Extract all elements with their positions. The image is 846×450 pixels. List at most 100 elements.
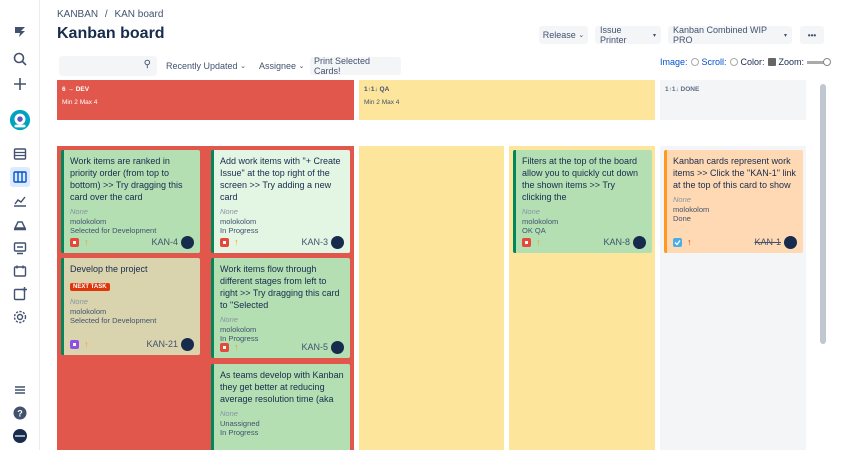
issue-card-kan-21[interactable]: Develop the project NEXT TASK None moloko… [61, 258, 200, 355]
card-summary: Kanban cards represent work items >> Cli… [673, 156, 796, 190]
card-status: In Progress [220, 334, 259, 343]
kanban-wip-button[interactable]: Kanban Combined WIP PRO ▾ [668, 25, 792, 45]
add-item-icon[interactable] [10, 284, 30, 304]
column-limits: Min 2 Max 4 [62, 99, 98, 106]
recently-updated-label: Recently Updated [166, 61, 238, 71]
color-label: Color: [740, 57, 765, 67]
issue-key[interactable]: KAN-1 [754, 237, 781, 247]
avatar-icon[interactable] [8, 108, 32, 132]
card-summary: Work items flow through different stages… [220, 264, 340, 310]
priority-arrow-icon: ↑ [687, 237, 692, 247]
card-status: OK QA [522, 226, 546, 235]
backlog-icon[interactable] [10, 144, 30, 164]
breadcrumb-separator: / [104, 9, 108, 20]
issue-card-unassigned[interactable]: As teams develop with Kanban they get be… [211, 364, 350, 450]
column-qa-in-progress [359, 146, 504, 450]
column-header-qa: 1↑1↓ QA Min 2 Max 4 [359, 80, 655, 120]
card-status: Done [673, 214, 691, 223]
priority-arrow-icon: ↑ [84, 237, 89, 247]
issue-key[interactable]: KAN-5 [301, 342, 328, 352]
issue-card-kan-4[interactable]: Work items are ranked in priority order … [61, 150, 200, 253]
search-input[interactable]: ⚲ [59, 56, 157, 76]
breadcrumb-project[interactable]: KANBAN [57, 9, 99, 20]
column-name: 6 → DEV [62, 86, 90, 93]
kanban-wip-label: Kanban Combined WIP PRO [673, 25, 767, 45]
help-icon[interactable]: ? [10, 403, 30, 423]
page-title: Kanban board [57, 25, 165, 42]
search-icon[interactable] [10, 49, 30, 69]
print-selected-cards-button[interactable]: Print Selected Cards! [310, 56, 401, 76]
scroll-toggle[interactable] [729, 58, 738, 66]
recently-updated-filter[interactable]: Recently Updated ⌄ [162, 57, 250, 75]
priority-arrow-icon: ↑ [84, 339, 89, 349]
bug-icon [522, 237, 531, 247]
card-status: Selected for Development [70, 226, 157, 235]
chevron-down-icon: ⌄ [298, 63, 305, 70]
card-none: None [220, 207, 238, 216]
card-user: molokolom [220, 216, 257, 226]
card-none: None [70, 297, 88, 306]
column-header-done: 1↑1↓ DONE [660, 80, 806, 120]
issue-card-kan-3[interactable]: Add work items with "+ Create Issue" at … [211, 150, 350, 253]
calendar-icon[interactable] [10, 261, 30, 281]
card-user: molokolom [522, 216, 559, 226]
task-check-icon [673, 237, 682, 247]
card-none: None [522, 207, 540, 216]
issue-card-kan-8[interactable]: Filters at the top of the board allow yo… [513, 150, 652, 253]
card-user: molokolom [70, 306, 107, 316]
column-name: 1↑1↓ QA [364, 86, 390, 93]
settings-icon[interactable] [10, 307, 30, 327]
issue-key[interactable]: KAN-8 [603, 237, 630, 247]
caret-down-icon: ▾ [783, 32, 787, 39]
release-label: Release [542, 30, 576, 40]
scroll-label: Scroll: [701, 57, 727, 67]
sidebar: ? [0, 0, 40, 450]
breadcrumb-board[interactable]: KAN board [114, 9, 164, 20]
reports-icon[interactable] [10, 191, 30, 211]
more-actions-button[interactable]: ••• [800, 26, 824, 44]
issue-printer-label: Issue Printer [600, 25, 627, 45]
jira-logo-icon[interactable] [10, 22, 30, 42]
issue-key[interactable]: KAN-3 [301, 237, 328, 247]
priority-arrow-icon: ↑ [234, 237, 239, 247]
image-label: Image: [660, 57, 688, 67]
components-icon[interactable] [10, 238, 30, 258]
breadcrumb: KANBAN / KAN board [57, 9, 167, 20]
assignee-filter[interactable]: Assignee ⌄ [255, 57, 308, 75]
card-status: Selected for Development [70, 316, 157, 325]
plus-icon[interactable] [10, 74, 30, 94]
card-none: None [673, 195, 691, 204]
assignee-label: Assignee [259, 61, 297, 71]
card-user: molokolom [70, 216, 107, 226]
issue-card-kan-5[interactable]: Work items flow through different stages… [211, 258, 350, 358]
card-none: None [220, 315, 238, 324]
assignee-avatar[interactable] [633, 235, 646, 249]
issue-key[interactable]: KAN-21 [146, 339, 178, 349]
zoom-label: Zoom: [778, 57, 805, 67]
image-toggle[interactable] [690, 58, 699, 66]
issue-printer-button[interactable]: Issue Printer ▾ [595, 25, 661, 45]
assignee-avatar[interactable] [784, 235, 797, 249]
vertical-scrollbar[interactable] [820, 84, 826, 344]
zoom-slider-handle[interactable] [823, 57, 832, 66]
card-user: molokolom [220, 324, 257, 334]
priority-arrow-icon: ↑ [234, 342, 239, 352]
assignee-avatar[interactable] [181, 235, 194, 249]
menu-icon[interactable] [10, 380, 30, 400]
board-icon[interactable] [10, 167, 30, 187]
issue-key[interactable]: KAN-4 [151, 237, 178, 247]
column-header-dev: 6 → DEV Min 2 Max 4 [57, 80, 354, 120]
release-button[interactable]: Release ⌄ [539, 26, 588, 44]
zoom-slider[interactable] [807, 57, 832, 66]
color-checkbox[interactable] [767, 58, 776, 66]
assignee-avatar[interactable] [331, 340, 344, 354]
issue-card-kan-1[interactable]: Kanban cards represent work items >> Cli… [664, 150, 803, 253]
column-limits: Min 2 Max 4 [364, 99, 400, 106]
user-avatar-icon[interactable] [10, 426, 30, 446]
releases-icon[interactable] [10, 215, 30, 235]
bug-icon [220, 237, 229, 247]
assignee-avatar[interactable] [181, 337, 194, 351]
assignee-avatar[interactable] [331, 235, 344, 249]
card-summary: Add work items with "+ Create Issue" at … [220, 156, 341, 202]
